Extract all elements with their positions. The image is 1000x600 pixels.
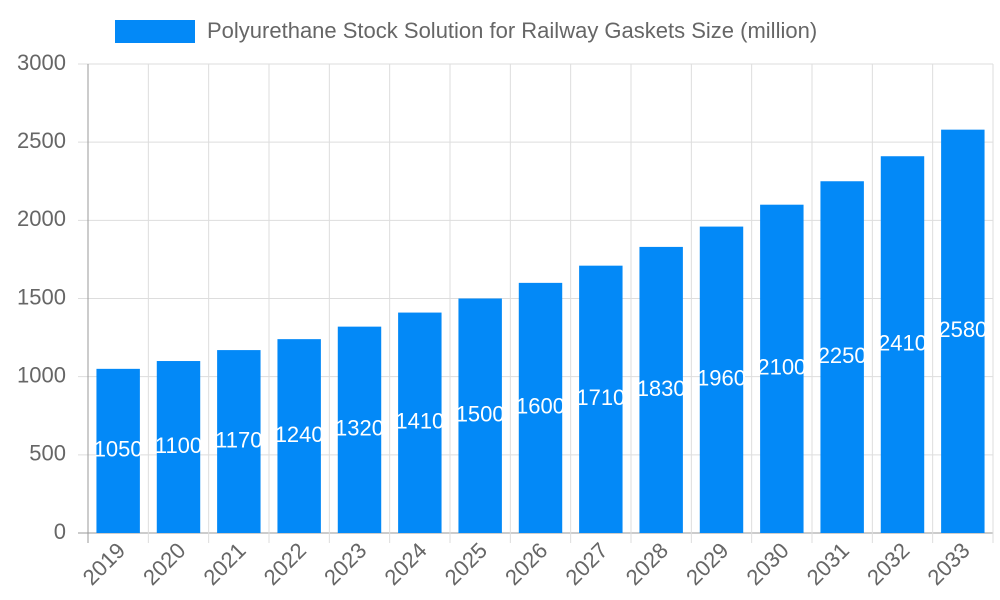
bar [398, 312, 442, 533]
bar [96, 368, 140, 533]
x-tick-label: 2032 [862, 538, 914, 590]
legend-label: Polyurethane Stock Solution for Railway … [207, 18, 817, 43]
x-tick-label: 2022 [259, 538, 311, 590]
data-label: 2580 [938, 317, 987, 342]
bar [941, 129, 985, 533]
x-tick-label: 2024 [379, 538, 431, 590]
data-label: 1410 [395, 409, 444, 434]
bar [337, 326, 382, 533]
bar [699, 226, 744, 533]
bar [820, 181, 864, 533]
data-label: 1710 [576, 385, 625, 410]
x-tick-label: 2031 [802, 538, 854, 590]
data-label: 1170 [215, 427, 262, 452]
x-tick-label: 2023 [319, 538, 371, 590]
x-tick-label: 2028 [621, 538, 673, 590]
y-tick-label: 2000 [17, 206, 66, 231]
data-label: 1320 [335, 416, 384, 441]
x-tick-label: 2027 [560, 538, 612, 590]
bar [458, 298, 502, 533]
bar [518, 282, 563, 533]
y-tick-label: 1500 [17, 284, 66, 309]
data-label: 1050 [94, 437, 143, 462]
x-tick-label: 2029 [681, 538, 733, 590]
bar [156, 361, 201, 533]
data-label: 2250 [818, 343, 867, 368]
data-label: 2410 [878, 330, 927, 355]
x-tick-label: 2025 [440, 538, 492, 590]
data-label: 1600 [516, 394, 565, 419]
bar [277, 339, 321, 533]
x-tick-label: 2033 [922, 538, 974, 590]
x-tick-label: 2021 [198, 538, 250, 590]
bar [639, 246, 683, 533]
bar [760, 204, 804, 533]
x-tick-label: 2030 [741, 538, 793, 590]
x-tick-label: 2019 [78, 538, 130, 590]
y-tick-label: 0 [54, 519, 66, 544]
data-label: 1830 [637, 376, 686, 401]
data-label: 1500 [456, 402, 505, 427]
data-label: 2100 [757, 355, 806, 380]
y-tick-label: 1000 [17, 362, 66, 387]
x-tick-label: 2026 [500, 538, 552, 590]
data-label: 1240 [275, 422, 324, 447]
data-label: 1100 [155, 433, 202, 458]
bar [217, 350, 261, 533]
legend-swatch [115, 20, 195, 43]
data-label: 1960 [697, 366, 746, 391]
bar [880, 156, 925, 533]
x-tick-label: 2020 [138, 538, 190, 590]
y-tick-label: 3000 [17, 50, 66, 75]
bar [579, 265, 623, 533]
y-tick-label: 2500 [17, 128, 66, 153]
y-tick-label: 500 [29, 441, 66, 466]
